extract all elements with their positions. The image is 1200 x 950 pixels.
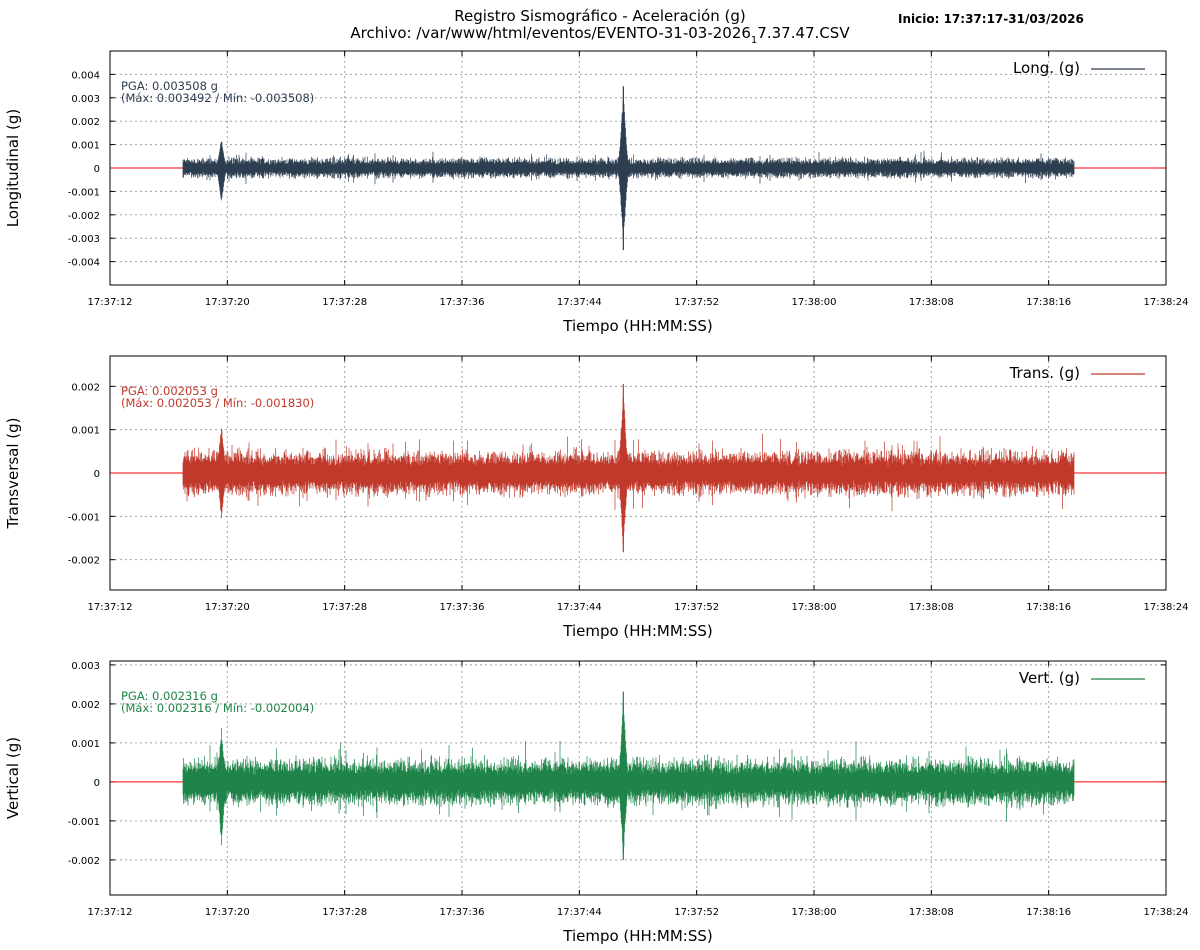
x-tick-label: 17:38:00: [792, 907, 837, 918]
x-tick-label: 17:37:52: [674, 602, 719, 613]
y-tick-label: 0.002: [71, 700, 100, 711]
x-tick-label: 17:37:28: [322, 602, 367, 613]
pga-annotation: PGA: 0.002053 g: [121, 384, 218, 398]
x-tick-label: 17:37:28: [322, 907, 367, 918]
x-tick-label: 17:37:20: [205, 602, 250, 613]
x-tick-label: 17:38:08: [909, 297, 954, 308]
x-tick-label: 17:37:12: [88, 602, 133, 613]
y-tick-label: 0.003: [71, 94, 100, 105]
y-tick-label: 0: [94, 469, 100, 480]
file-path-title: Archivo: /var/www/html/eventos/EVENTO-31…: [350, 24, 850, 46]
y-tick-label: 0.001: [71, 426, 100, 437]
y-axis-title: Vertical (g): [4, 737, 22, 819]
x-tick-label: 17:38:24: [1144, 602, 1189, 613]
file-path-prefix: Archivo: /var/www/html/eventos/EVENTO-31…: [350, 24, 751, 42]
x-tick-label: 17:37:12: [88, 907, 133, 918]
y-tick-label: -0.001: [68, 187, 100, 198]
x-tick-label: 17:37:36: [440, 297, 485, 308]
x-axis-title: Tiempo (HH:MM:SS): [562, 317, 712, 335]
x-tick-label: 17:38:24: [1144, 907, 1189, 918]
pga-annotation: PGA: 0.002316 g: [121, 689, 218, 703]
plot-border: [109, 355, 1167, 591]
x-tick-label: 17:37:20: [205, 907, 250, 918]
chart-vertical: 17:37:12 17:37:20 17:37:28 17:37:36 17:37:44…: [4, 660, 1189, 945]
y-tick-label: 0: [94, 164, 100, 175]
x-axis-title: Tiempo (HH:MM:SS): [562, 622, 712, 640]
x-tick-label: 17:37:20: [205, 297, 250, 308]
y-tick-label: 0.003: [71, 661, 100, 672]
start-time-label: Inicio: 17:37:17-31/03/2026: [898, 12, 1084, 26]
y-tick-label: -0.002: [68, 211, 100, 222]
y-tick-label: 0: [94, 778, 100, 789]
file-path-subscript: 1: [751, 35, 757, 46]
y-axis-title: Longitudinal (g): [4, 109, 22, 227]
legend-label: Long. (g): [1013, 59, 1080, 77]
x-tick-label: 17:37:36: [440, 602, 485, 613]
max-min-annotation: (Máx: 0.003492 / Mín: -0.003508): [121, 91, 314, 105]
x-tick-label: 17:38:16: [1026, 297, 1071, 308]
y-tick-label: -0.001: [68, 817, 100, 828]
y-tick-label: -0.004: [68, 258, 100, 269]
x-tick-label: 17:38:00: [792, 297, 837, 308]
signal-trace-longitudinal: [182, 89, 1075, 242]
y-tick-label: 0.001: [71, 739, 100, 750]
x-tick-label: 17:37:12: [88, 297, 133, 308]
charts-container: 17:37:12 17:37:20 17:37:28 17:37:36 17:37:44…: [4, 50, 1189, 945]
chart-longitudinal: 17:37:12 17:37:20 17:37:28 17:37:36 17:37:44…: [4, 50, 1189, 335]
y-tick-label: 0.002: [71, 382, 100, 393]
x-tick-label: 17:37:52: [674, 297, 719, 308]
x-tick-label: 17:37:28: [322, 297, 367, 308]
plot-border: [109, 660, 1167, 896]
pga-annotation: PGA: 0.003508 g: [121, 79, 218, 93]
signal-trace-transversal: [182, 397, 1075, 545]
x-tick-label: 17:38:08: [909, 602, 954, 613]
y-tick-label: 0.004: [71, 70, 100, 81]
legend-label: Vert. (g): [1019, 669, 1080, 687]
file-path-suffix: 7.37.47.CSV: [757, 24, 850, 42]
max-min-annotation: (Máx: 0.002053 / Mín: -0.001830): [121, 396, 314, 410]
y-tick-label: -0.003: [68, 234, 100, 245]
y-tick-label: -0.001: [68, 512, 100, 523]
x-tick-label: 17:37:52: [674, 907, 719, 918]
legend-label: Trans. (g): [1009, 364, 1080, 382]
x-tick-label: 17:37:44: [557, 602, 602, 613]
plot-border: [109, 50, 1167, 286]
chart-transversal: 17:37:12 17:37:20 17:37:28 17:37:36 17:37:44…: [4, 355, 1189, 640]
max-min-annotation: (Máx: 0.002316 / Mín: -0.002004): [121, 701, 314, 715]
x-tick-label: 17:38:08: [909, 907, 954, 918]
x-tick-label: 17:38:16: [1026, 907, 1071, 918]
x-tick-label: 17:37:36: [440, 907, 485, 918]
x-tick-label: 17:37:44: [557, 297, 602, 308]
x-tick-label: 17:38:24: [1144, 297, 1189, 308]
signal-trace-vertical: [182, 701, 1075, 854]
figure-title: Registro Sismográfico - Aceleración (g): [454, 7, 745, 25]
y-tick-label: 0.002: [71, 117, 100, 128]
y-tick-label: -0.002: [68, 556, 100, 567]
y-tick-label: 0.001: [71, 141, 100, 152]
x-tick-label: 17:37:44: [557, 907, 602, 918]
y-tick-label: -0.002: [68, 856, 100, 867]
x-tick-label: 17:38:00: [792, 602, 837, 613]
x-axis-title: Tiempo (HH:MM:SS): [562, 927, 712, 945]
y-axis-title: Transversal (g): [4, 417, 22, 529]
x-tick-label: 17:38:16: [1026, 602, 1071, 613]
